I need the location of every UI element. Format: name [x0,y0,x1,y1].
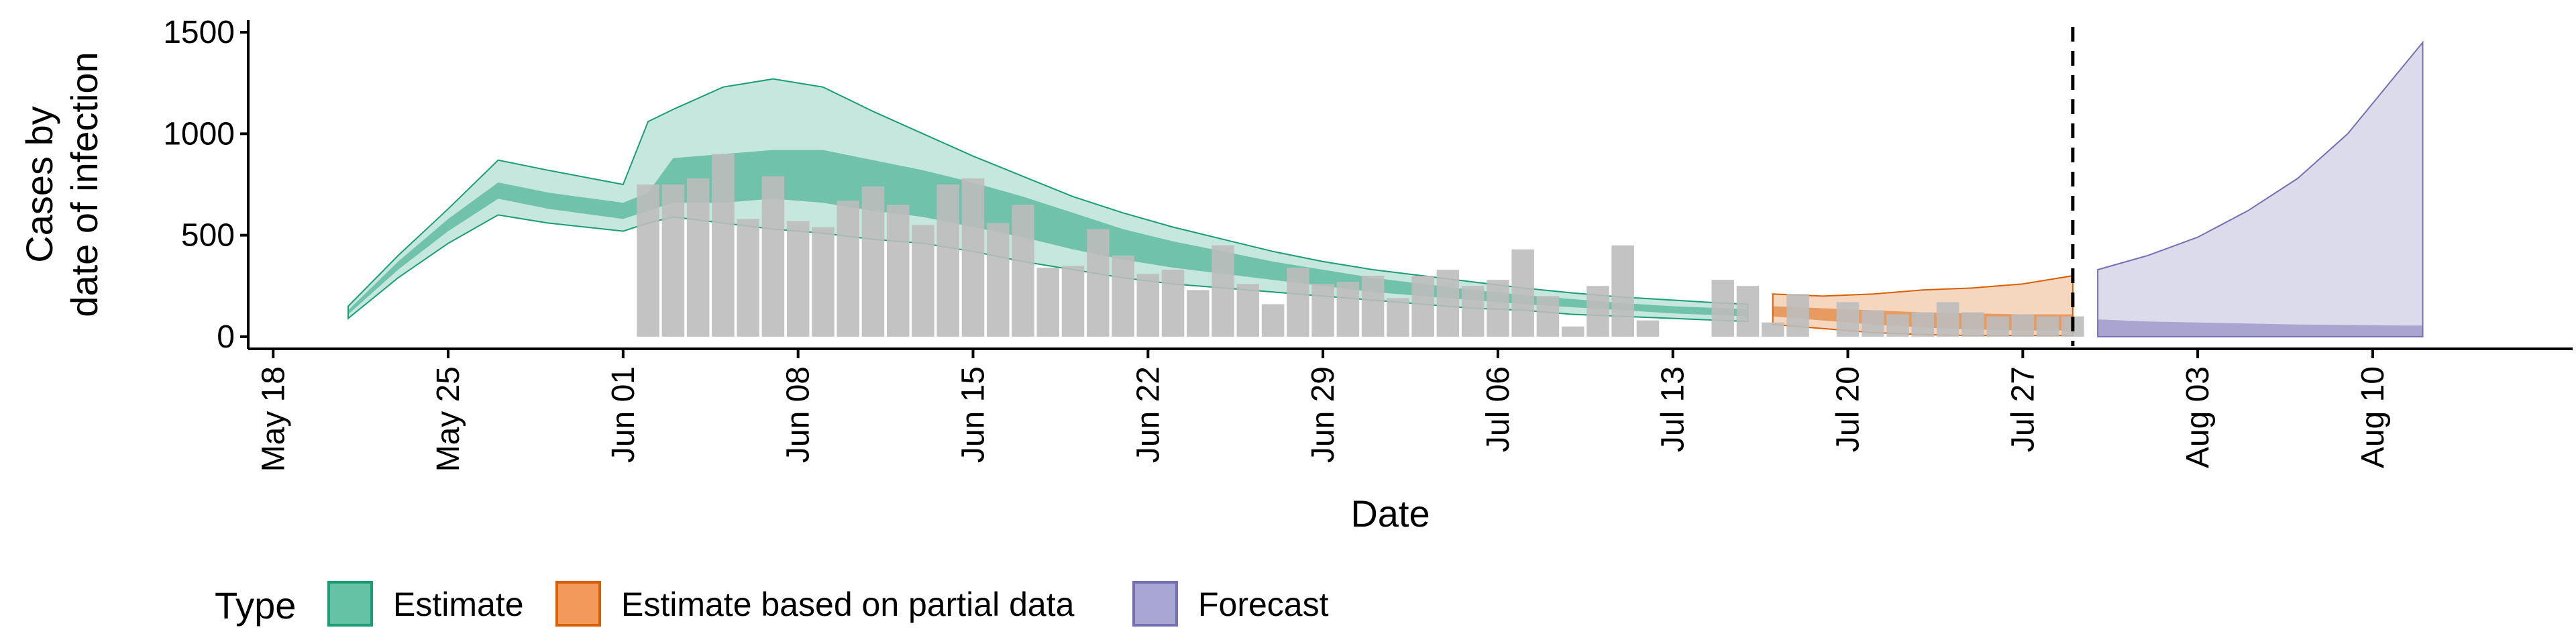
observed-case-bar [1536,296,1560,337]
legend-label: Estimate [393,586,524,623]
observed-case-bar [1411,276,1434,337]
x-tick-label: Jul 13 [1656,366,1691,452]
legend-key-partial [555,581,601,627]
observed-case-bar [1936,302,1960,337]
observed-case-bar [1461,286,1485,337]
observed-case-bar [1511,249,1534,337]
y-tick-label: 0 [217,319,235,355]
observed-case-bar [1012,205,1034,337]
x-tick-label: Jun 29 [1305,366,1341,463]
observed-case-bar [1786,294,1809,337]
y-tick-label: 1500 [163,15,235,50]
observed-case-bar [686,178,710,337]
observed-case-bar [1911,312,1935,337]
x-tick-label: Jul 27 [2005,366,2041,452]
observed-case-bar [712,154,735,337]
x-tick-label: Jun 01 [606,366,641,463]
x-tick-label: Jun 22 [1130,366,1166,463]
x-tick-label: Aug 03 [2180,366,2216,468]
observed-case-bar [1436,270,1460,337]
observed-bars-layer [637,154,2084,337]
observed-case-bar [1487,280,1509,337]
observed-case-bar [1387,298,1409,337]
observed-case-bar [761,176,785,337]
y-axis-title-line-2: date of infection [63,52,105,317]
observed-case-bar [1962,312,1984,337]
observed-case-bar [1986,316,2009,337]
observed-case-bar [886,205,910,337]
observed-case-bar [2011,314,2035,337]
x-tick-label: May 25 [431,366,466,472]
x-tick-label: Aug 10 [2355,366,2391,468]
legend-title: Type [215,584,296,627]
observed-case-bar [1361,276,1385,337]
observed-case-bar [1611,245,1634,337]
observed-case-bar [661,184,685,337]
observed-case-bar [2036,316,2059,337]
observed-case-bar [1161,270,1185,337]
y-tick-label: 1000 [163,116,235,152]
legend-label: Forecast [1198,586,1329,623]
observed-case-bar [812,227,835,337]
observed-case-bar [1061,265,1085,337]
legend-label: Estimate based on partial data [621,586,1075,623]
observed-case-bar [1736,286,1760,337]
y-tick-label: 500 [181,218,235,254]
observed-case-bar [637,184,659,337]
observed-case-bar [1862,310,1884,337]
observed-case-bar [1636,320,1660,337]
observed-case-bar [1761,322,1784,337]
x-tick-label: Jun 08 [781,366,816,463]
observed-case-bar [1587,286,1609,337]
y-axis-title-line-1: Cases by [18,106,60,262]
observed-case-bar [1886,314,1909,337]
x-axis-title: Date [1350,492,1430,535]
observed-case-bar [986,223,1010,337]
observed-case-bar [1261,304,1285,337]
observed-case-bar [861,186,885,337]
x-tick-label: May 18 [256,366,291,472]
observed-case-bar [1711,280,1734,337]
observed-case-bar [786,221,810,337]
observed-case-bar [961,178,985,337]
observed-case-bar [936,184,959,337]
legend-key-estimate [327,581,373,627]
observed-case-bar [1212,245,1234,337]
observed-case-bar [837,201,859,337]
forecast-band-50 [2098,319,2423,337]
legend: Type Estimate Estimate based on partial d… [215,581,1329,627]
observed-case-bar [1336,282,1360,337]
observed-case-bar [1561,326,1585,337]
legend-key-forecast [1132,581,1178,627]
observed-case-bar [1836,302,1860,337]
observed-case-bar [1287,268,1309,337]
forecast-band-90 [2097,40,2424,337]
observed-case-bar [1187,290,1210,337]
observed-case-bar [737,219,759,337]
observed-case-bar [1087,229,1110,337]
x-tick-label: Jul 06 [1481,366,1516,452]
observed-case-bar [1236,284,1260,337]
observed-case-bar [1112,255,1134,337]
observed-case-bar [1036,268,1060,337]
observed-case-bar [912,225,934,337]
x-tick-label: Jul 20 [1831,366,1866,452]
observed-case-bar [1136,274,1160,337]
observed-case-bar [1311,284,1334,337]
axes-layer: 0 500 1000 1500 May 18 May 25 Jun 01 Jun 08 Jun … [163,15,2573,472]
x-tick-label: Jun 15 [955,366,991,463]
